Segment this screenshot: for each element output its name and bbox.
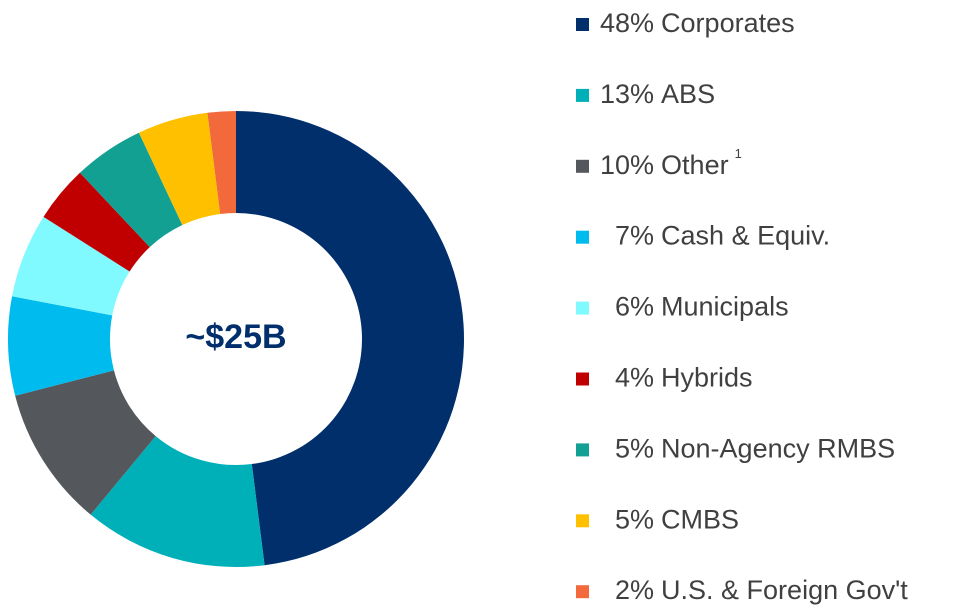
legend-entry: 10% Other 1 (600, 146, 742, 180)
legend-label: CMBS (661, 504, 739, 534)
legend-value: 4% (615, 363, 654, 393)
legend-entry: 48% Corporates (600, 8, 795, 38)
legend-swatch (576, 18, 589, 31)
legend-entry: 5% CMBS (615, 504, 739, 534)
wedge (15, 370, 156, 515)
legend-swatch (576, 159, 589, 173)
legend-value: 10% (600, 150, 654, 180)
legend-value: 5% (615, 434, 654, 464)
legend-label: Other (661, 150, 729, 180)
legend: 48% Corporates 13% ABS 10% Other 1 7% Cash & Equ… (576, 8, 908, 605)
wedge (236, 111, 464, 566)
wedge (12, 216, 130, 316)
legend-label: Cash & Equiv. (661, 221, 830, 251)
legend-label: ABS (661, 79, 715, 109)
wedge (138, 112, 221, 225)
legend-entry: 6% Municipals (615, 292, 789, 322)
legend-swatch (576, 301, 589, 315)
legend-label: Corporates (661, 8, 795, 38)
legend-entry: 5% Non-Agency RMBS (615, 434, 895, 464)
legend-value: 6% (615, 292, 654, 322)
legend-swatch (576, 443, 589, 457)
legend-value: 7% (615, 221, 654, 251)
legend-swatch (576, 372, 589, 386)
legend-swatch (576, 230, 589, 244)
wedge (79, 132, 183, 248)
donut (8, 111, 464, 567)
legend-label: Municipals (661, 292, 789, 322)
legend-value: 48% (600, 8, 654, 38)
legend-value: 13% (600, 79, 654, 109)
wedge (207, 111, 236, 214)
legend-entry: 7% Cash & Equiv. (615, 221, 830, 251)
wedge (90, 436, 265, 567)
legend-value: 2% (615, 575, 654, 605)
legend-swatch (576, 585, 589, 599)
legend-label: Non-Agency RMBS (661, 434, 895, 464)
wedge (8, 296, 114, 396)
legend-label: U.S. & Foreign Gov't (661, 575, 908, 605)
footnote-mark: 1 (735, 146, 742, 161)
wedge (43, 172, 150, 272)
legend-swatch (576, 514, 589, 528)
center-label: ~$25B (185, 318, 286, 356)
legend-entry: 2% U.S. & Foreign Gov't (615, 575, 908, 605)
legend-entry: 13% ABS (600, 79, 715, 109)
legend-entry: 4% Hybrids (615, 363, 753, 393)
legend-swatch (576, 88, 589, 102)
legend-label: Hybrids (661, 363, 753, 393)
legend-value: 5% (615, 504, 654, 534)
